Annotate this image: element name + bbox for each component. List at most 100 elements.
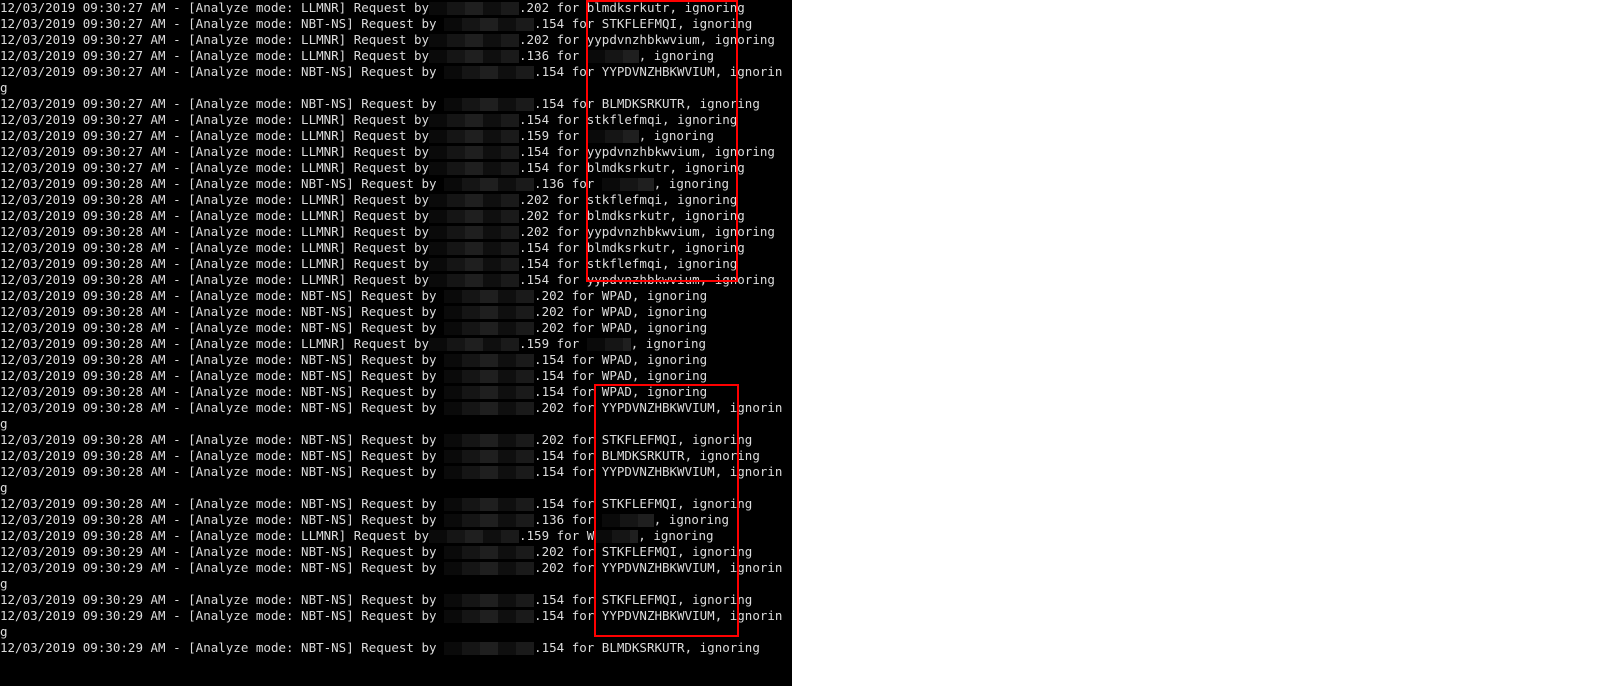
- log-for-label: for: [557, 48, 587, 63]
- log-for-label: for: [572, 640, 602, 655]
- log-request-label: Request by: [354, 32, 429, 47]
- log-line: 12/03/2019 09:30:28 AM - [Analyze mode: …: [0, 224, 792, 240]
- log-for-label: for: [572, 512, 602, 527]
- log-ip-last-octet: .154: [534, 464, 572, 479]
- log-request-label: Request by: [354, 144, 429, 159]
- log-line-wrap: g: [0, 480, 792, 496]
- log-ip-last-octet: .154: [519, 112, 557, 127]
- log-request-label: Request by: [361, 544, 444, 559]
- log-for-label: for: [572, 96, 602, 111]
- log-mode: [Analyze mode: LLMNR]: [188, 336, 354, 351]
- log-tail: , ignoring: [632, 384, 707, 399]
- log-mode: [Analyze mode: NBT-NS]: [188, 176, 361, 191]
- log-tail: , ignoring: [632, 352, 707, 367]
- log-request-label: Request by: [354, 336, 429, 351]
- log-tail: , ignoring: [700, 272, 775, 287]
- log-ip-last-octet: .154: [534, 448, 572, 463]
- log-ip-last-octet: .154: [534, 592, 572, 607]
- log-tail: , ignoring: [677, 16, 752, 31]
- redacted-region: [444, 642, 534, 655]
- log-request-label: Request by: [354, 160, 429, 175]
- log-separator: -: [166, 352, 189, 367]
- redacted-region: [429, 34, 519, 47]
- log-timestamp: 12/03/2019 09:30:29 AM: [0, 640, 166, 655]
- redacted-region: [444, 610, 534, 623]
- log-for-label: for: [557, 0, 587, 15]
- log-tail: , ignoring: [685, 640, 760, 655]
- log-tail: , ignoring: [632, 320, 707, 335]
- log-for-label: for: [557, 528, 587, 543]
- log-target: WPAD: [602, 320, 632, 335]
- log-separator: -: [166, 288, 189, 303]
- log-ip-last-octet: .154: [534, 496, 572, 511]
- log-line: 12/03/2019 09:30:28 AM - [Analyze mode: …: [0, 304, 792, 320]
- log-tail: , ignoring: [662, 112, 737, 127]
- log-ip-last-octet: .159: [519, 336, 557, 351]
- log-mode: [Analyze mode: NBT-NS]: [188, 304, 361, 319]
- log-line: 12/03/2019 09:30:29 AM - [Analyze mode: …: [0, 560, 792, 576]
- log-ip-last-octet: .154: [519, 144, 557, 159]
- log-timestamp: 12/03/2019 09:30:28 AM: [0, 384, 166, 399]
- log-line: 12/03/2019 09:30:28 AM - [Analyze mode: …: [0, 352, 792, 368]
- log-target: WPAD: [602, 352, 632, 367]
- log-tail: , ignoring: [670, 160, 745, 175]
- log-tail: , ignoring: [670, 240, 745, 255]
- log-ip-last-octet: .202: [519, 32, 557, 47]
- log-line-wrap: g: [0, 624, 792, 640]
- log-request-label: Request by: [361, 288, 444, 303]
- log-mode: [Analyze mode: NBT-NS]: [188, 400, 361, 415]
- redacted-region: [444, 98, 534, 111]
- log-ip-last-octet: .154: [534, 352, 572, 367]
- log-separator: -: [166, 176, 189, 191]
- log-tail: , ignoring: [670, 208, 745, 223]
- log-target: blmdksrkutr: [587, 160, 670, 175]
- log-line: 12/03/2019 09:30:27 AM - [Analyze mode: …: [0, 144, 792, 160]
- log-separator: -: [166, 64, 189, 79]
- log-ip-last-octet: .202: [534, 400, 572, 415]
- log-tail: , ignoring: [670, 0, 745, 15]
- log-timestamp: 12/03/2019 09:30:28 AM: [0, 528, 166, 543]
- log-timestamp: 12/03/2019 09:30:27 AM: [0, 144, 166, 159]
- log-mode: [Analyze mode: NBT-NS]: [188, 384, 361, 399]
- log-ip-last-octet: .202: [534, 544, 572, 559]
- log-ip-last-octet: .202: [534, 288, 572, 303]
- log-tail: , ignoring: [632, 304, 707, 319]
- log-target: yypdvnzhbkwvium: [587, 224, 700, 239]
- redacted-region: [429, 530, 519, 543]
- log-mode: [Analyze mode: LLMNR]: [188, 0, 354, 15]
- log-timestamp: 12/03/2019 09:30:28 AM: [0, 432, 166, 447]
- log-mode: [Analyze mode: LLMNR]: [188, 32, 354, 47]
- log-ip-last-octet: .202: [519, 224, 557, 239]
- log-for-label: for: [572, 608, 602, 623]
- log-line: 12/03/2019 09:30:28 AM - [Analyze mode: …: [0, 336, 792, 352]
- log-separator: -: [166, 256, 189, 271]
- redacted-region: [429, 50, 519, 63]
- redacted-region: [429, 338, 519, 351]
- log-tail-wrap: g: [0, 480, 8, 495]
- log-separator: -: [166, 128, 189, 143]
- log-separator: -: [166, 272, 189, 287]
- redacted-region: [444, 354, 534, 367]
- log-request-label: Request by: [361, 368, 444, 383]
- log-for-label: for: [557, 240, 587, 255]
- log-request-label: Request by: [361, 464, 444, 479]
- log-timestamp: 12/03/2019 09:30:28 AM: [0, 400, 166, 415]
- log-timestamp: 12/03/2019 09:30:27 AM: [0, 0, 166, 15]
- log-line-wrap: g: [0, 416, 792, 432]
- log-timestamp: 12/03/2019 09:30:28 AM: [0, 272, 166, 287]
- log-target: stkflefmqi: [587, 112, 662, 127]
- redacted-region: [602, 178, 654, 191]
- log-for-label: for: [557, 192, 587, 207]
- log-mode: [Analyze mode: NBT-NS]: [188, 432, 361, 447]
- log-line: 12/03/2019 09:30:29 AM - [Analyze mode: …: [0, 592, 792, 608]
- redacted-region: [429, 226, 519, 239]
- log-request-label: Request by: [361, 304, 444, 319]
- log-request-label: Request by: [361, 352, 444, 367]
- log-target: yypdvnzhbkwvium: [587, 32, 700, 47]
- log-timestamp: 12/03/2019 09:30:27 AM: [0, 128, 166, 143]
- log-separator: -: [166, 304, 189, 319]
- log-request-label: Request by: [354, 0, 429, 15]
- log-request-label: Request by: [354, 48, 429, 63]
- log-for-label: for: [557, 336, 587, 351]
- log-separator: -: [166, 512, 189, 527]
